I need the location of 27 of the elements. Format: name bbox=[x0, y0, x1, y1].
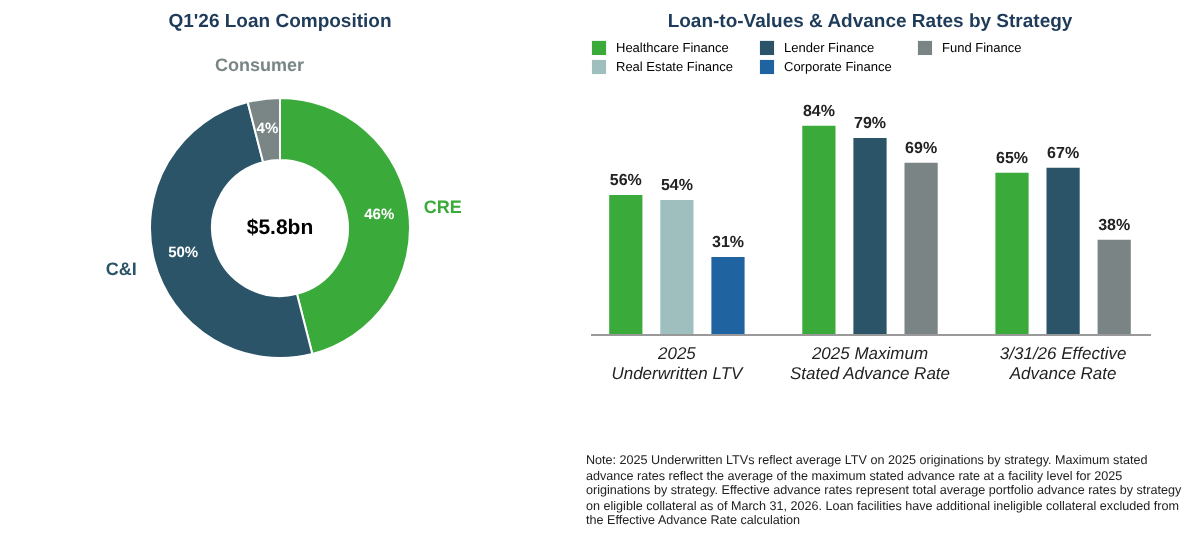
text: $5.8bn bbox=[246, 216, 314, 240]
bar bbox=[904, 162, 938, 334]
data-label: 56% bbox=[609, 171, 642, 190]
x-tick-label: 3/31/26 Effective Advance Rate bbox=[999, 343, 1127, 383]
bar bbox=[1046, 167, 1080, 334]
x-tick-label: 2025 Maximum Stated Advance Rate bbox=[789, 343, 951, 383]
data-label: 79% bbox=[853, 114, 887, 133]
x-tick-label: 2025 Underwritten LTV bbox=[611, 343, 746, 383]
data-label: 67% bbox=[1047, 143, 1080, 162]
data-label: 65% bbox=[995, 148, 1029, 167]
data-label: 54% bbox=[660, 176, 693, 195]
slice-label: Consumer bbox=[214, 55, 305, 76]
bar bbox=[995, 172, 1029, 334]
data-label: 38% bbox=[1098, 215, 1131, 234]
slice-label: C&I bbox=[105, 258, 137, 279]
bar bbox=[1097, 239, 1131, 334]
bar bbox=[609, 195, 643, 334]
bar bbox=[660, 200, 694, 334]
bar bbox=[711, 257, 745, 334]
slice-label: CRE bbox=[423, 197, 462, 218]
chart-title: Loan-to-Values & Advance Rates by Strategy bbox=[667, 11, 1074, 33]
data-label: 84% bbox=[802, 101, 835, 120]
data-label: 31% bbox=[711, 233, 745, 252]
bar bbox=[853, 138, 887, 334]
chart-title: Q1'26 Loan Composition bbox=[168, 11, 392, 33]
data-label: 69% bbox=[905, 138, 938, 157]
bar bbox=[802, 125, 836, 334]
